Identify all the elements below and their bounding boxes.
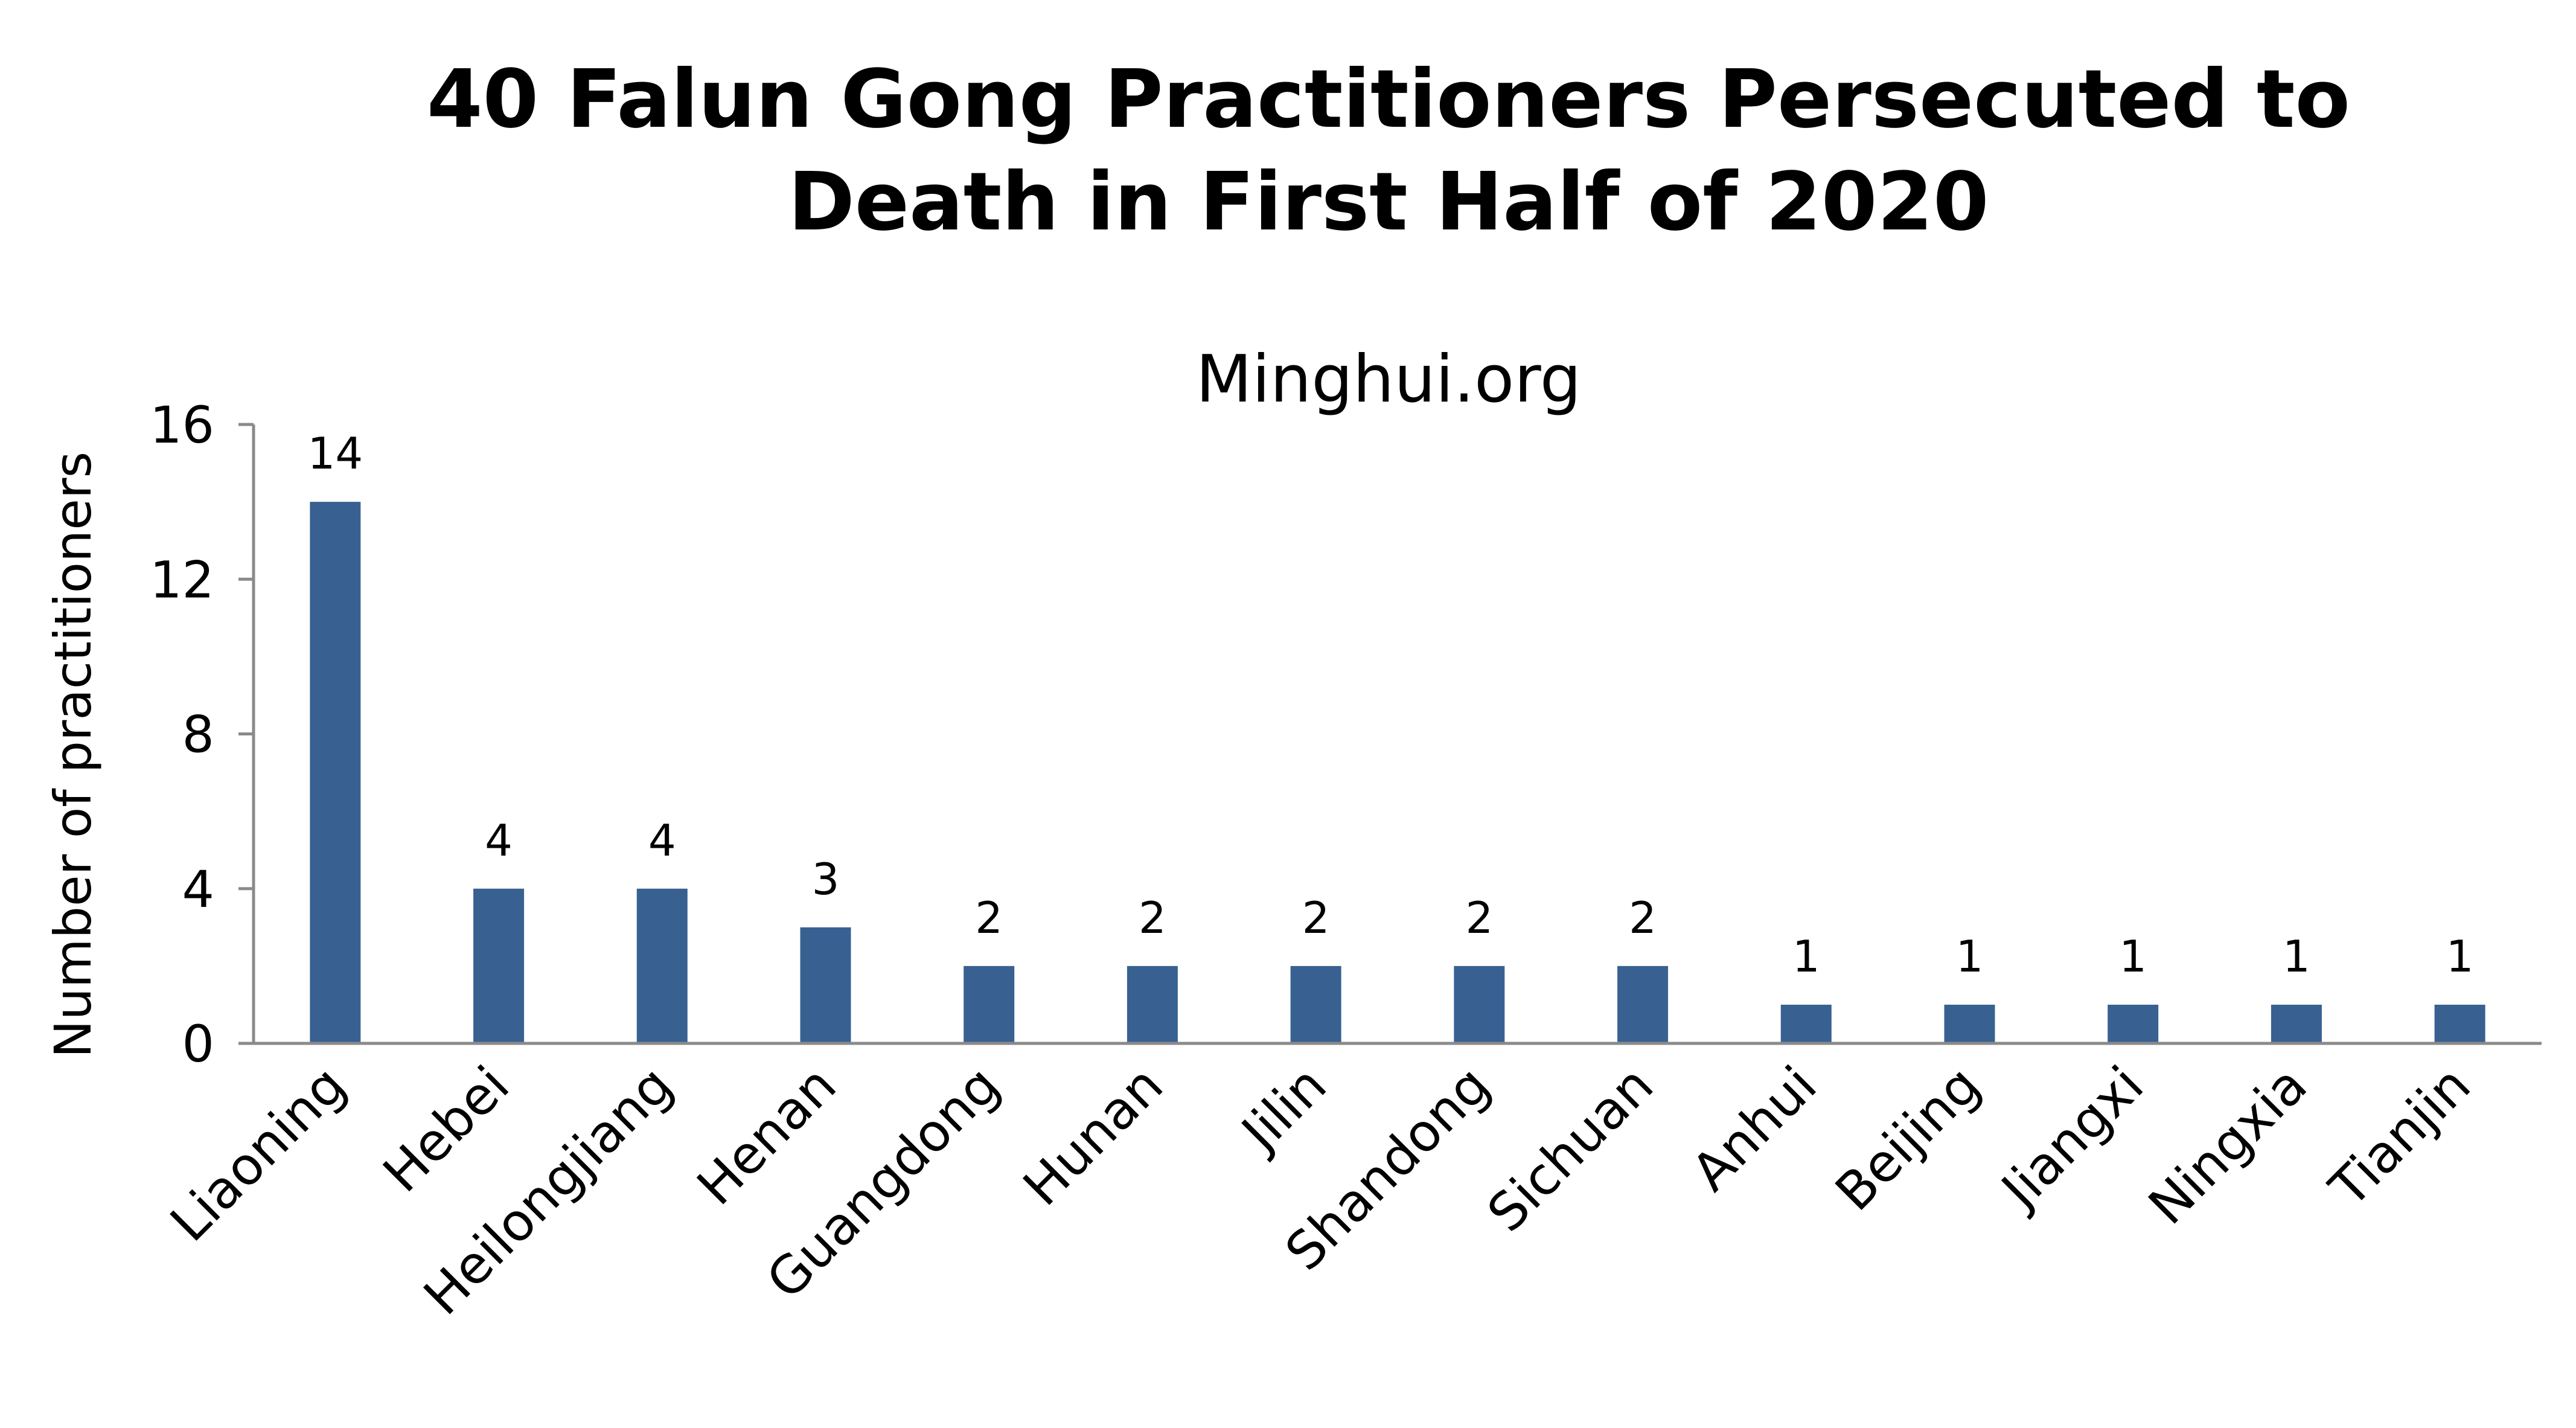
bar-hunan xyxy=(1127,965,1178,1043)
y-tick-label: 12 xyxy=(150,550,214,609)
y-tick-label: 16 xyxy=(150,395,214,455)
bar-jilin xyxy=(1290,965,1341,1043)
data-label: 1 xyxy=(2283,931,2310,982)
data-label: 14 xyxy=(308,428,363,479)
bar-sichuan xyxy=(1617,965,1669,1043)
x-tick-label: Tianjin xyxy=(2318,1055,2482,1219)
bar-jiangxi xyxy=(2108,1004,2159,1043)
bar-liaoning xyxy=(310,502,361,1043)
y-tick-label: 4 xyxy=(182,860,214,919)
x-tick-label: Beijing xyxy=(1824,1055,1992,1223)
x-tick-label: Sichuan xyxy=(1476,1055,1665,1244)
x-tick-label: Hunan xyxy=(1012,1055,1174,1217)
data-label: 1 xyxy=(2446,931,2474,982)
chart-title-line-2: Death in First Half of 2020 xyxy=(788,156,1989,249)
data-label: 2 xyxy=(1465,892,1493,943)
data-label: 4 xyxy=(485,815,513,866)
data-label: 2 xyxy=(1629,892,1657,943)
data-label: 1 xyxy=(2119,931,2147,982)
bar-henan xyxy=(800,927,851,1043)
chart-title-line-1: 40 Falun Gong Practitioners Persecuted t… xyxy=(427,53,2350,146)
bar-ningxia xyxy=(2271,1004,2322,1043)
x-tick-label: Ningxia xyxy=(2137,1055,2318,1236)
bar-shandong xyxy=(1454,965,1505,1043)
x-tick-label: Jiangxi xyxy=(1989,1055,2155,1221)
bar-heilongjiang xyxy=(636,888,688,1043)
bar-beijing xyxy=(1944,1004,1995,1043)
data-label: 3 xyxy=(812,854,840,905)
data-label: 2 xyxy=(975,892,1003,943)
y-tick-label: 8 xyxy=(182,705,214,764)
y-tick-label: 0 xyxy=(182,1014,214,1074)
data-label: 1 xyxy=(1956,931,1984,982)
x-tick-label: Jilin xyxy=(1229,1055,1338,1164)
bar-hebei xyxy=(473,888,525,1043)
x-tick-label: Henan xyxy=(686,1055,848,1217)
data-label: 2 xyxy=(1139,892,1166,943)
bar-guangdong xyxy=(964,965,1015,1043)
chart-subtitle: Minghui.org xyxy=(1196,342,1582,417)
data-label: 2 xyxy=(1302,892,1330,943)
y-axis-label: Number of practitioners xyxy=(43,452,103,1058)
bar-anhui xyxy=(1780,1004,1832,1043)
data-label: 1 xyxy=(1792,931,1820,982)
x-tick-label: Liaoning xyxy=(159,1055,358,1254)
data-label: 4 xyxy=(648,815,676,866)
bar-tianjin xyxy=(2434,1004,2485,1043)
x-tick-label: Hebei xyxy=(372,1055,521,1204)
x-tick-label: Anhui xyxy=(1681,1055,1829,1203)
